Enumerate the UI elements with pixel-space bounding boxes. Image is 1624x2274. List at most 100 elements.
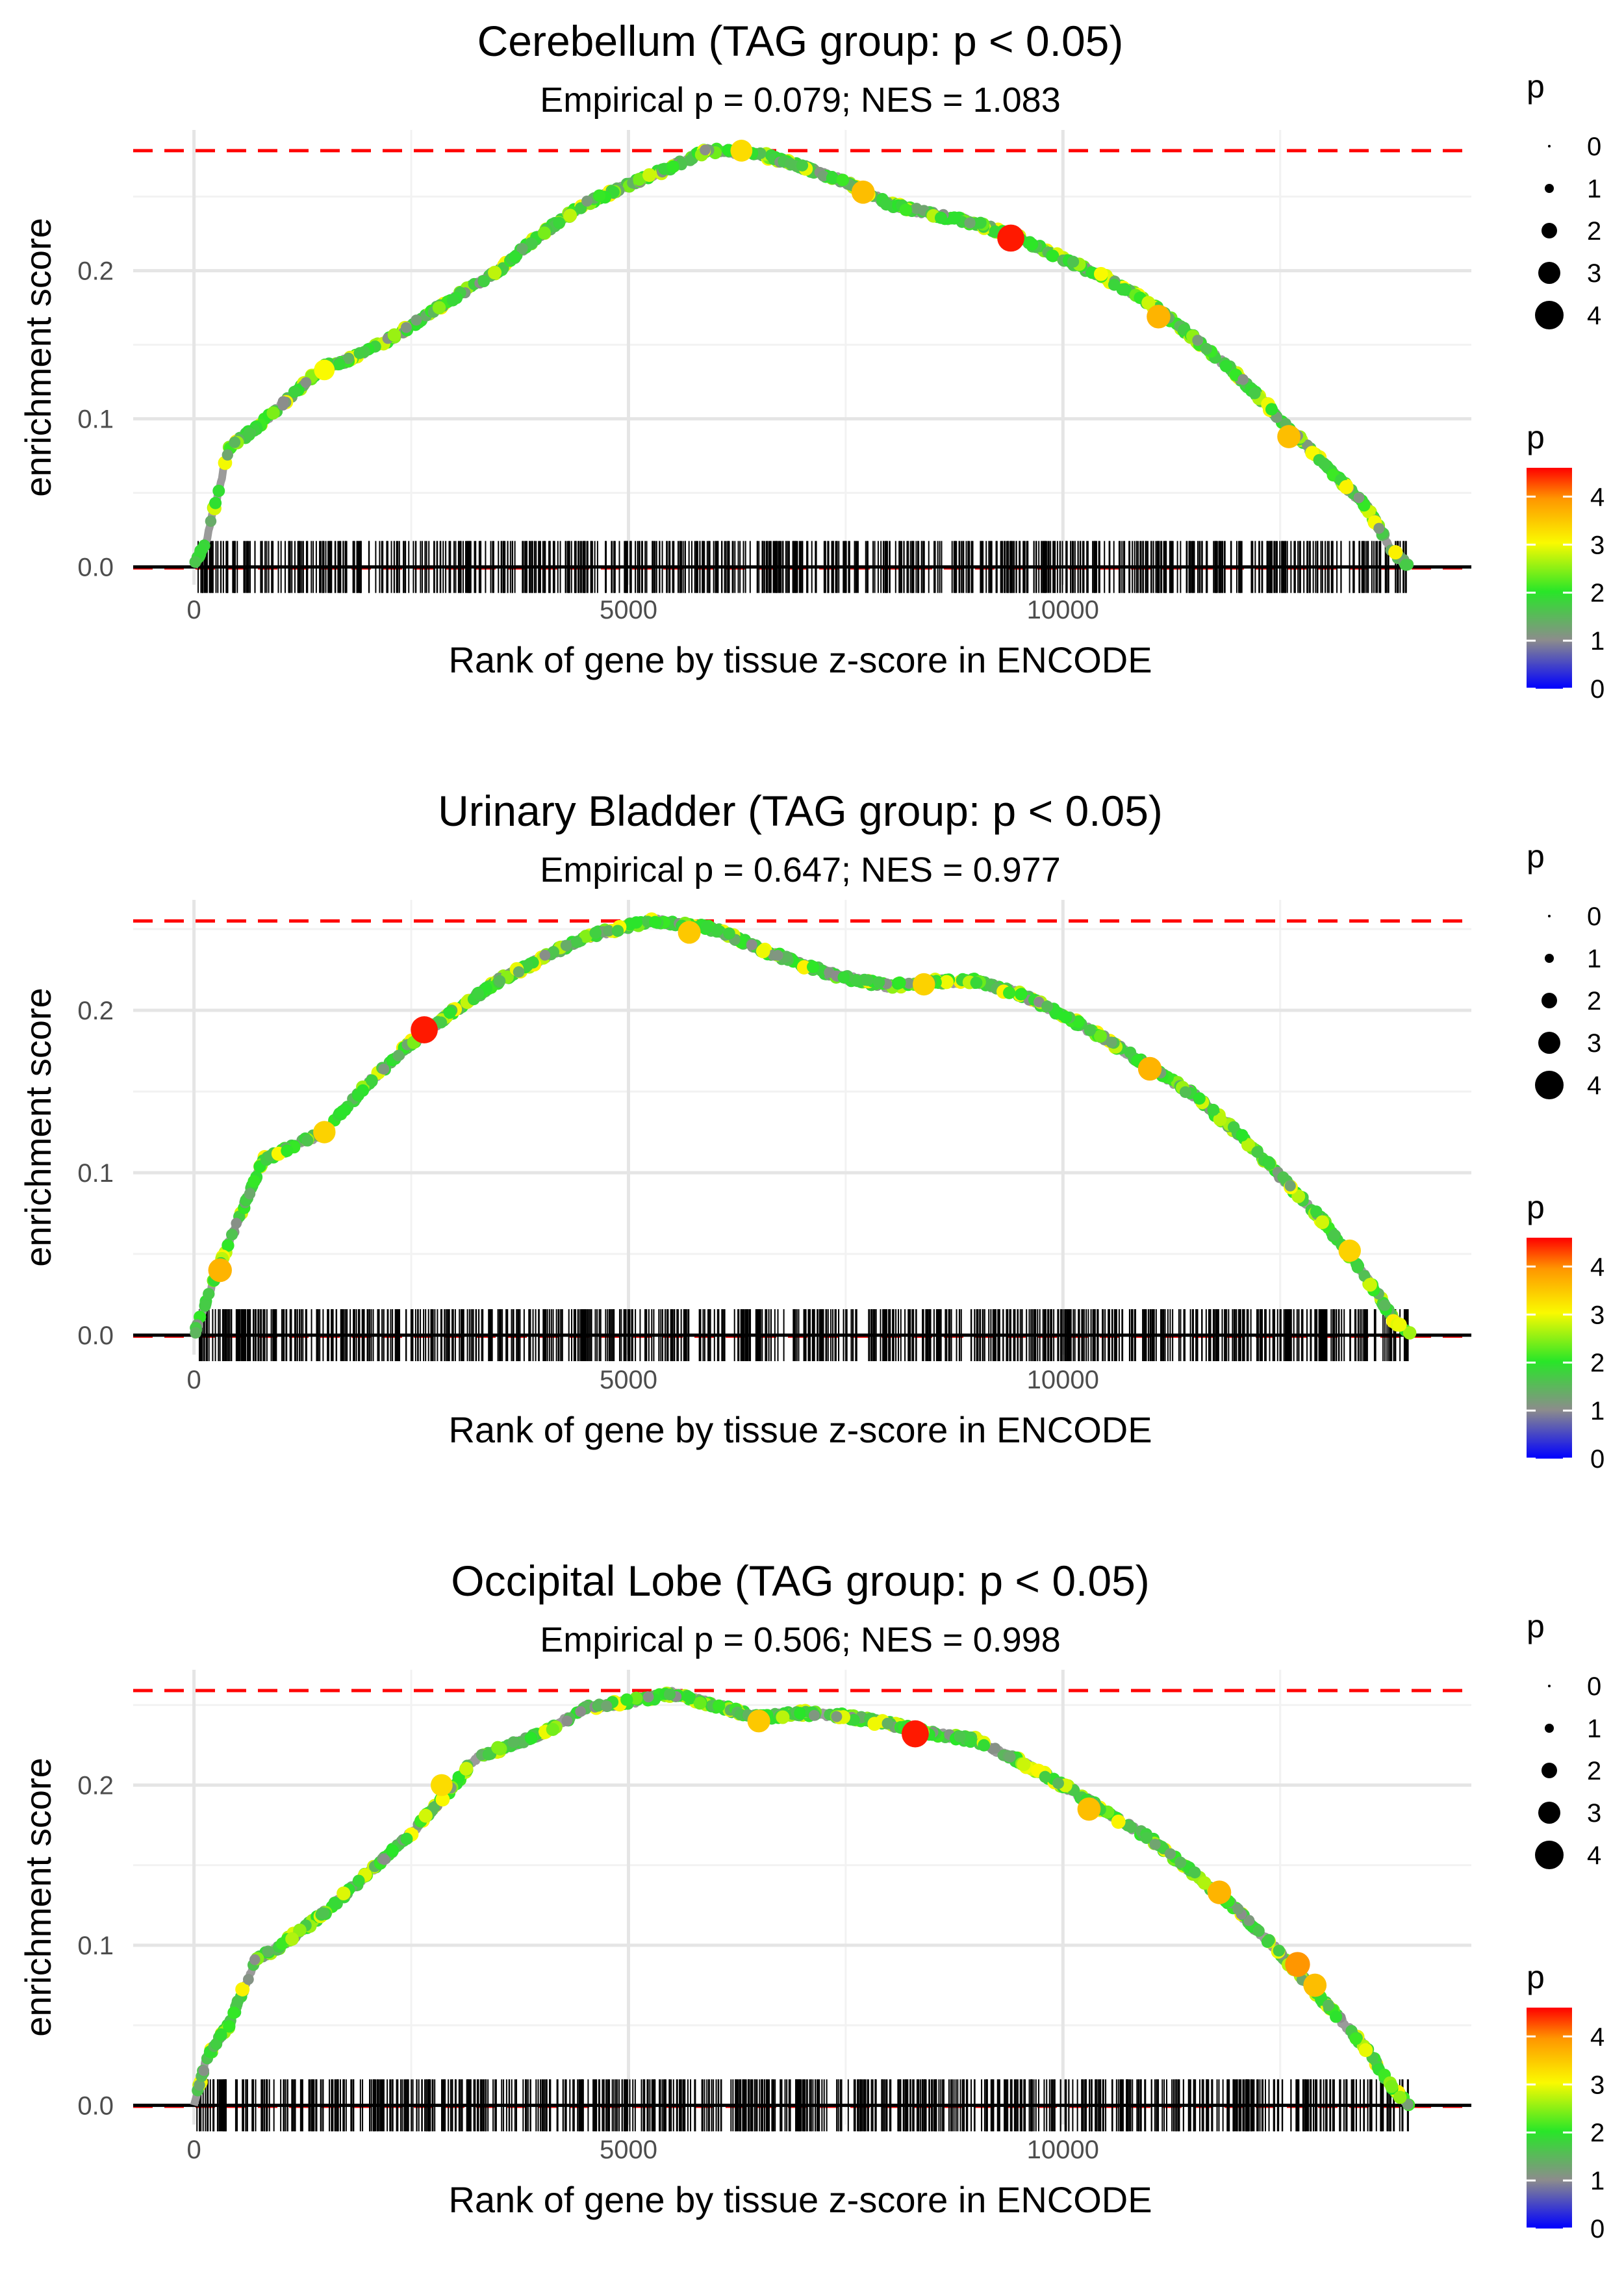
curve-marker xyxy=(1310,1205,1323,1218)
curve-marker xyxy=(227,2006,240,2019)
color-legend-title: p xyxy=(1527,1959,1545,1995)
curve-marker xyxy=(446,294,459,307)
curve-marker xyxy=(1243,1915,1255,1926)
size-legend-label: 0 xyxy=(1587,133,1601,161)
y-tick-label: 0.2 xyxy=(77,257,114,286)
size-legend-label: 4 xyxy=(1587,301,1601,330)
curve-marker xyxy=(880,198,893,211)
curve-marker xyxy=(247,1175,260,1188)
y-tick-label: 0.0 xyxy=(77,554,114,582)
curve-marker xyxy=(1140,1832,1153,1845)
highlight-point xyxy=(1207,1880,1232,1904)
curve-marker xyxy=(443,1006,456,1019)
curve-marker xyxy=(1315,1215,1330,1229)
curve-marker xyxy=(222,1239,235,1252)
curve-marker xyxy=(366,1074,378,1087)
curve-marker xyxy=(336,1886,351,1900)
curve-marker xyxy=(1378,1299,1391,1311)
highlight-point xyxy=(913,973,935,996)
curve-marker xyxy=(1385,2080,1399,2093)
size-legend-key xyxy=(1542,223,1557,238)
size-legend-label: 3 xyxy=(1587,259,1601,288)
curve-marker xyxy=(882,1717,894,1730)
chart-title: Urinary Bladder (TAG group: p < 0.05) xyxy=(438,787,1163,835)
curve-marker xyxy=(1252,1924,1265,1937)
curve-marker xyxy=(723,927,735,940)
color-legend-title: p xyxy=(1527,419,1545,455)
chart-panel-1: Cerebellum (TAG group: p < 0.05) Empirica… xyxy=(18,17,1605,704)
curve-marker xyxy=(1084,1024,1097,1036)
size-legend-label: 3 xyxy=(1587,1799,1601,1828)
size-legend-key xyxy=(1542,1763,1557,1778)
curve-marker xyxy=(526,237,538,250)
curve-marker xyxy=(642,1691,654,1703)
size-legend-key xyxy=(1548,145,1551,147)
x-axis-title: Rank of gene by tissue z-score in ENCODE xyxy=(448,639,1152,680)
curve-marker xyxy=(954,1730,966,1743)
curve-marker xyxy=(214,2028,227,2041)
curve-marker xyxy=(229,436,241,448)
curve-marker xyxy=(1263,1158,1276,1170)
color-legend-label: 0 xyxy=(1590,675,1605,704)
curve-marker xyxy=(1339,479,1354,494)
x-tick-label: 0 xyxy=(187,596,201,624)
curve-marker xyxy=(964,217,976,229)
curve-marker xyxy=(1232,1903,1244,1915)
curve-marker xyxy=(507,1736,520,1748)
highlight-point xyxy=(411,1016,438,1043)
highlight-point xyxy=(902,1720,929,1748)
curve-marker xyxy=(1125,1821,1137,1833)
color-legend-title: p xyxy=(1527,1189,1545,1225)
curve-marker xyxy=(581,195,593,207)
curve-marker xyxy=(1004,1751,1016,1763)
curve-marker xyxy=(1094,1029,1108,1043)
x-tick-label: 10000 xyxy=(1027,2136,1099,2164)
size-legend-key xyxy=(1545,954,1554,963)
x-tick-label: 5000 xyxy=(600,1366,657,1394)
size-legend-title: p xyxy=(1527,838,1545,875)
y-tick-label: 0.0 xyxy=(77,2091,114,2120)
curve-marker xyxy=(1039,1770,1052,1783)
curve-marker xyxy=(1249,387,1261,400)
curve-marker xyxy=(432,301,446,314)
curve-marker xyxy=(435,1016,448,1028)
curve-marker xyxy=(1059,1011,1072,1024)
curve-marker xyxy=(817,170,829,182)
curve-marker xyxy=(353,347,366,359)
x-axis-title: Rank of gene by tissue z-score in ENCODE xyxy=(448,2179,1152,2220)
chart-title: Occipital Lobe (TAG group: p < 0.05) xyxy=(451,1557,1150,1605)
curve-marker xyxy=(435,1792,450,1807)
curve-marker xyxy=(1192,335,1204,346)
curve-marker xyxy=(277,400,288,411)
color-legend-label: 2 xyxy=(1590,2119,1605,2147)
color-legend-bar xyxy=(1527,1238,1572,1459)
color-legend-bar xyxy=(1527,468,1572,689)
y-tick-label: 0.2 xyxy=(77,1771,114,1800)
curve-marker xyxy=(1393,2090,1407,2104)
curve-marker xyxy=(1237,374,1249,385)
curve-marker xyxy=(1363,1277,1377,1292)
curve-marker xyxy=(629,916,642,929)
curve-marker xyxy=(472,988,485,1000)
curve-marker xyxy=(198,2065,210,2076)
curve-marker xyxy=(513,966,525,978)
curve-marker xyxy=(521,959,534,972)
curve-marker xyxy=(570,936,583,949)
curve-marker xyxy=(1227,1121,1240,1134)
y-tick-label: 0.1 xyxy=(77,1932,114,1960)
curve-marker xyxy=(190,1327,202,1339)
color-legend-label: 3 xyxy=(1590,1301,1605,1329)
curve-marker xyxy=(1358,2043,1373,2058)
curve-marker xyxy=(589,926,602,939)
curve-marker xyxy=(794,1707,807,1720)
highlight-point xyxy=(730,140,753,162)
highlight-point xyxy=(1277,425,1300,448)
curve-marker xyxy=(1067,255,1080,268)
size-legend-label: 2 xyxy=(1587,987,1601,1016)
curve-marker xyxy=(579,929,592,943)
curve-marker xyxy=(1318,457,1330,470)
curve-marker xyxy=(899,203,913,216)
y-tick-label: 0.1 xyxy=(77,405,114,434)
highlight-point xyxy=(1077,1797,1101,1821)
x-tick-label: 5000 xyxy=(600,2136,657,2164)
